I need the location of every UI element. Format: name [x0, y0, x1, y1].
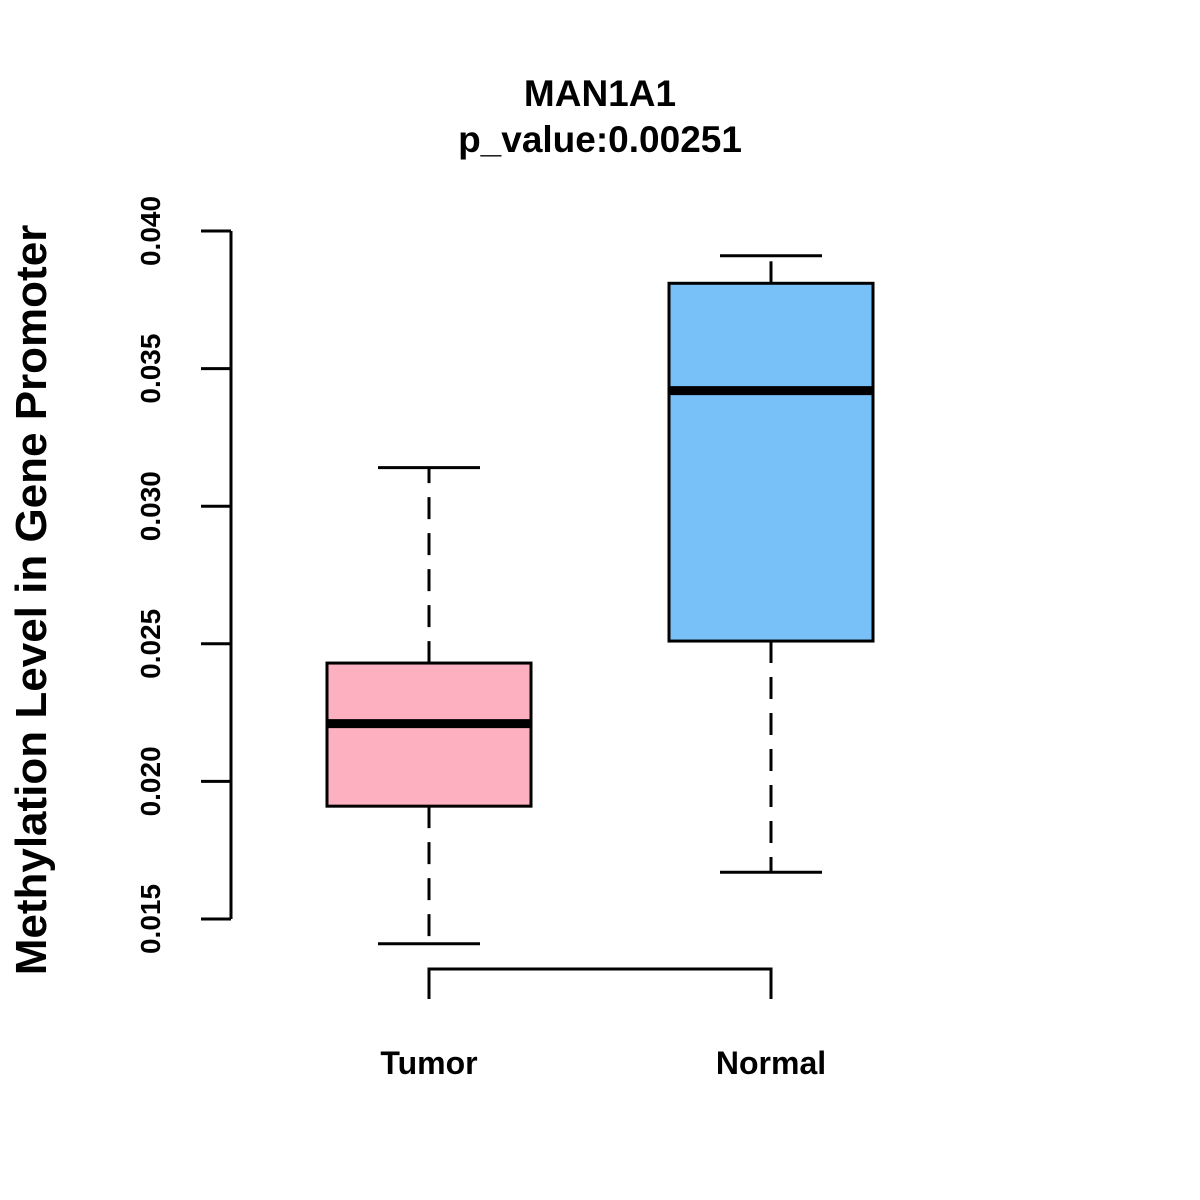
y-tick-label: 0.040	[135, 196, 166, 266]
y-tick-label: 0.035	[135, 334, 166, 404]
y-tick-label: 0.025	[135, 609, 166, 679]
category-label-tumor: Tumor	[380, 1045, 477, 1081]
box-normal	[667, 254, 875, 874]
iqr-box	[325, 661, 533, 808]
y-tick-label: 0.020	[135, 746, 166, 816]
category-labels: Tumor Normal	[380, 1045, 826, 1081]
y-axis-label: Methylation Level in Gene Promoter	[7, 225, 56, 976]
y-tick-label: 0.030	[135, 471, 166, 541]
y-tick-label: 0.015	[135, 884, 166, 954]
iqr-box	[667, 281, 875, 643]
chart-subtitle: p_value:0.00251	[458, 119, 742, 160]
category-label-normal: Normal	[716, 1045, 826, 1081]
comparison-bracket	[427, 967, 773, 999]
box-tumor	[325, 466, 533, 946]
bracket-line	[427, 967, 773, 999]
y-axis: 0.015 0.020 0.025 0.030 0.035 0.040	[135, 196, 233, 954]
box-group	[325, 254, 875, 946]
chart-title: MAN1A1	[524, 73, 676, 114]
